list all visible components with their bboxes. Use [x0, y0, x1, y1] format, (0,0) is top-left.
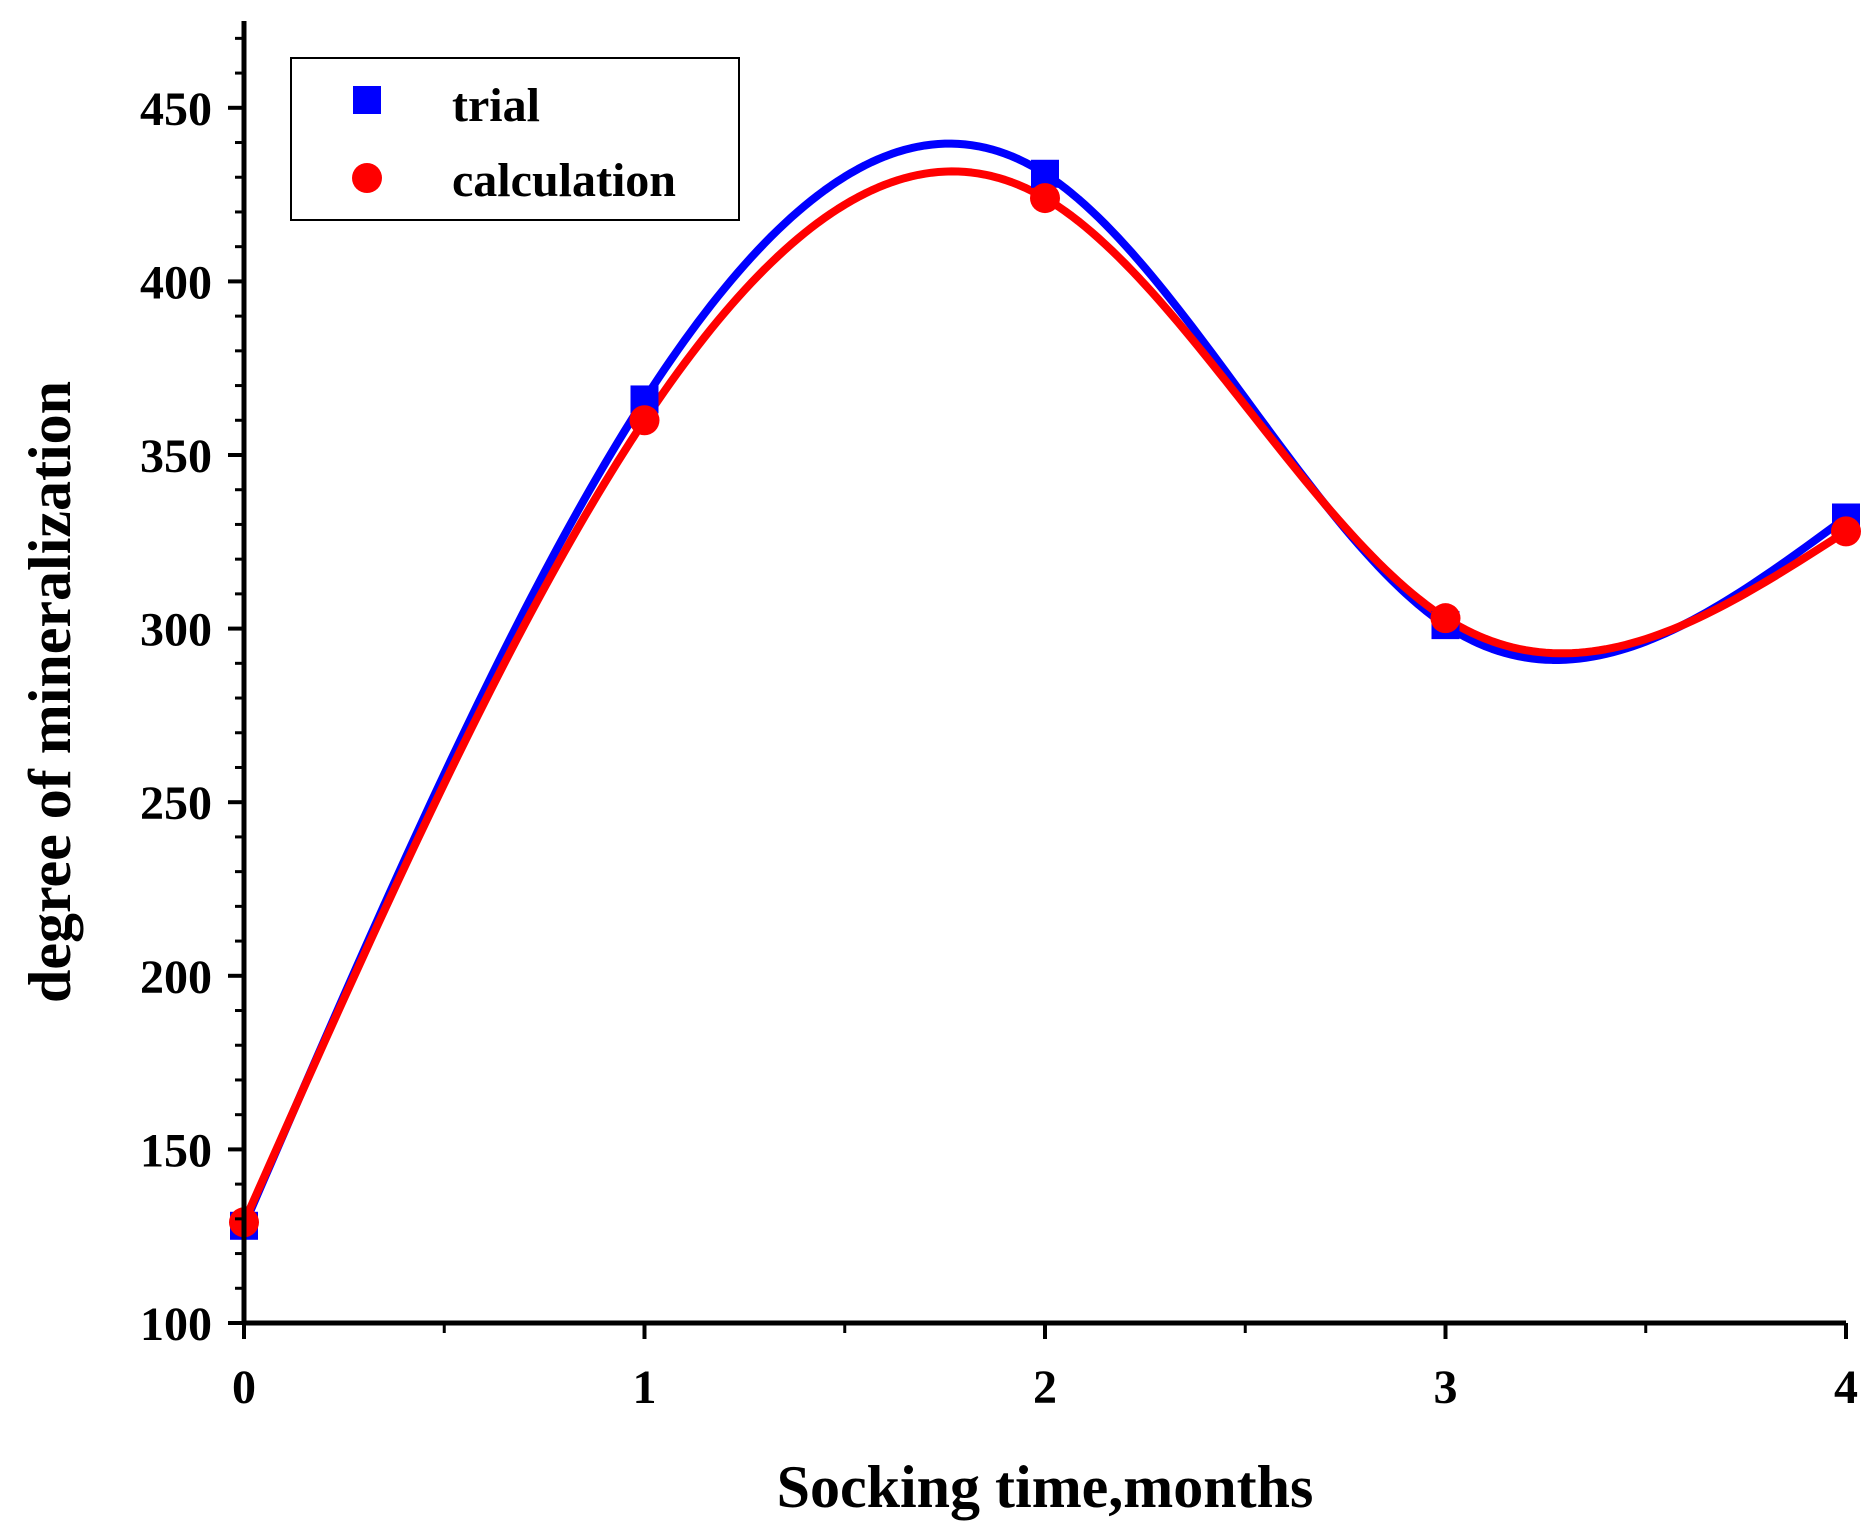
- data-point-calculation: [1831, 516, 1861, 547]
- fit-curve-calculation: [240, 167, 1850, 1227]
- x-tick-label: 2: [1033, 1361, 1057, 1414]
- legend-label-calculation: calculation: [452, 154, 676, 207]
- y-tick-label: 100: [140, 1298, 212, 1351]
- fit-curve-trial: [240, 139, 1850, 1230]
- data-point-calculation: [1430, 603, 1461, 634]
- y-tick-label: 200: [140, 951, 212, 1004]
- fit-curves: [240, 139, 1850, 1230]
- x-tick-label: 1: [633, 1361, 657, 1414]
- y-tick-label: 250: [140, 777, 212, 830]
- y-tick-label: 400: [140, 256, 212, 309]
- y-tick-label: 450: [140, 83, 212, 136]
- data-points: [229, 159, 1861, 1240]
- legend-box: [290, 57, 740, 221]
- x-tick-label: 0: [232, 1361, 256, 1414]
- data-point-calculation: [629, 405, 660, 436]
- legend-marker-calculation: [352, 163, 382, 193]
- y-axis-ticks: 100 150 200 250 300 350 400 450: [140, 36, 244, 1351]
- legend-marker-trial: [353, 86, 381, 114]
- y-tick-label: 300: [140, 604, 212, 657]
- axes: 100 150 200 250 300 350 400 450 0 1 2 3 4: [140, 21, 1858, 1414]
- x-tick-label: 4: [1834, 1361, 1858, 1414]
- legend-label-trial: trial: [452, 79, 540, 132]
- y-tick-label: 350: [140, 430, 212, 483]
- y-tick-label: 150: [140, 1124, 212, 1177]
- x-tick-label: 3: [1434, 1361, 1458, 1414]
- legend: trial calculation: [290, 57, 740, 221]
- x-axis-ticks: 0 1 2 3 4: [232, 1323, 1858, 1414]
- x-axis-title: Socking time,months: [777, 1454, 1314, 1520]
- y-axis-title: degree of mineralization: [17, 381, 83, 1003]
- data-point-calculation: [1030, 183, 1060, 214]
